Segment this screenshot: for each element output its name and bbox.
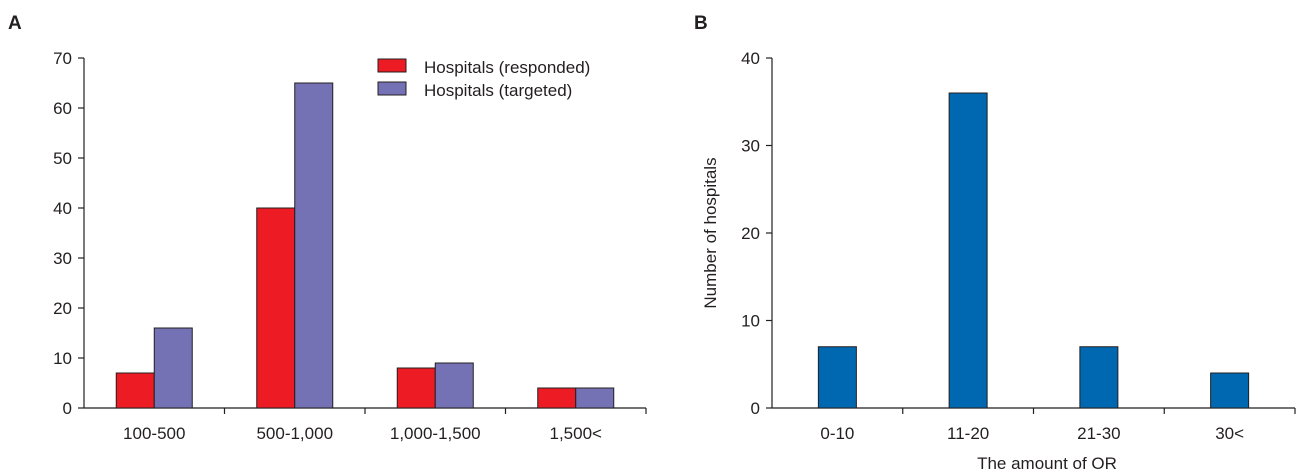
panel-a-y-tick-label: 30 <box>53 249 72 268</box>
panel-b-y-axis-label: Number of hospitals <box>701 157 720 308</box>
panel-a-x-tick-label: 100-500 <box>123 424 185 443</box>
legend-label-targeted: Hospitals (targeted) <box>424 81 572 100</box>
panel-b-label: B <box>694 13 708 34</box>
panel-a-bar <box>537 387 577 409</box>
panel-b-y-tick-label: 10 <box>741 312 760 331</box>
panel-a-bar <box>153 327 193 409</box>
panel-a-label: A <box>8 13 22 34</box>
panel-a-bar <box>256 207 296 409</box>
panel-b-y-tick-label: 40 <box>741 49 760 68</box>
legend-swatch-responded <box>377 58 407 73</box>
panel-b-y-tick-label: 30 <box>741 137 760 156</box>
panel-a-axes: 0 10 20 30 40 50 60 70 100-500 500-1,000 1,000-1,5… <box>53 49 647 443</box>
panel-b-bar <box>817 346 857 409</box>
panel-a-bar <box>575 387 615 409</box>
panel-b-bar <box>948 92 988 409</box>
panel-a-y-tick-label: 10 <box>53 349 72 368</box>
panel-b-y-tick-label: 20 <box>741 224 760 243</box>
panel-a-y-tick-label: 70 <box>53 49 72 68</box>
panel-a-x-tick-label: 1,000-1,500 <box>390 424 481 443</box>
panel-a-bars <box>115 82 615 409</box>
panel-b-axes: 0 10 20 30 40 0-10 11-20 21-30 30< <box>741 49 1296 443</box>
panel-a-bar <box>294 82 334 409</box>
panel-b-y-tick-label: 0 <box>751 399 760 418</box>
panel-b-x-axis-label: The amount of OR <box>977 454 1117 473</box>
panel-a: A 0 10 20 30 40 50 60 70 100-500 500-1,000 1,000-1… <box>8 13 647 443</box>
panel-b-bar <box>1210 372 1250 409</box>
legend-label-responded: Hospitals (responded) <box>424 58 590 77</box>
panel-a-x-tick-label: 1,500< <box>550 424 603 443</box>
panel-a-y-tick-label: 20 <box>53 299 72 318</box>
panel-a-legend: Hospitals (responded) Hospitals (targete… <box>377 58 590 100</box>
panel-b-bar <box>1079 346 1119 409</box>
panel-a-bar <box>434 362 474 409</box>
panel-a-y-tick-label: 50 <box>53 149 72 168</box>
panel-b-x-tick-label: 30< <box>1215 424 1244 443</box>
panel-a-bar <box>115 372 155 409</box>
panel-a-y-tick-label: 0 <box>63 399 72 418</box>
panel-b-x-tick-label: 0-10 <box>820 424 854 443</box>
panel-b-x-tick-label: 11-20 <box>947 424 989 443</box>
panel-a-y-tick-label: 40 <box>53 199 72 218</box>
panel-a-bar <box>396 367 436 409</box>
panel-b-bars <box>817 92 1250 409</box>
panel-a-y-tick-label: 60 <box>53 99 72 118</box>
panel-b-x-tick-label: 21-30 <box>1077 424 1120 443</box>
legend-swatch-targeted <box>377 81 407 96</box>
panel-b: B 0 10 20 30 40 0-10 11-20 21-30 30< Number of h… <box>694 13 1296 473</box>
panel-a-x-tick-label: 500-1,000 <box>256 424 333 443</box>
